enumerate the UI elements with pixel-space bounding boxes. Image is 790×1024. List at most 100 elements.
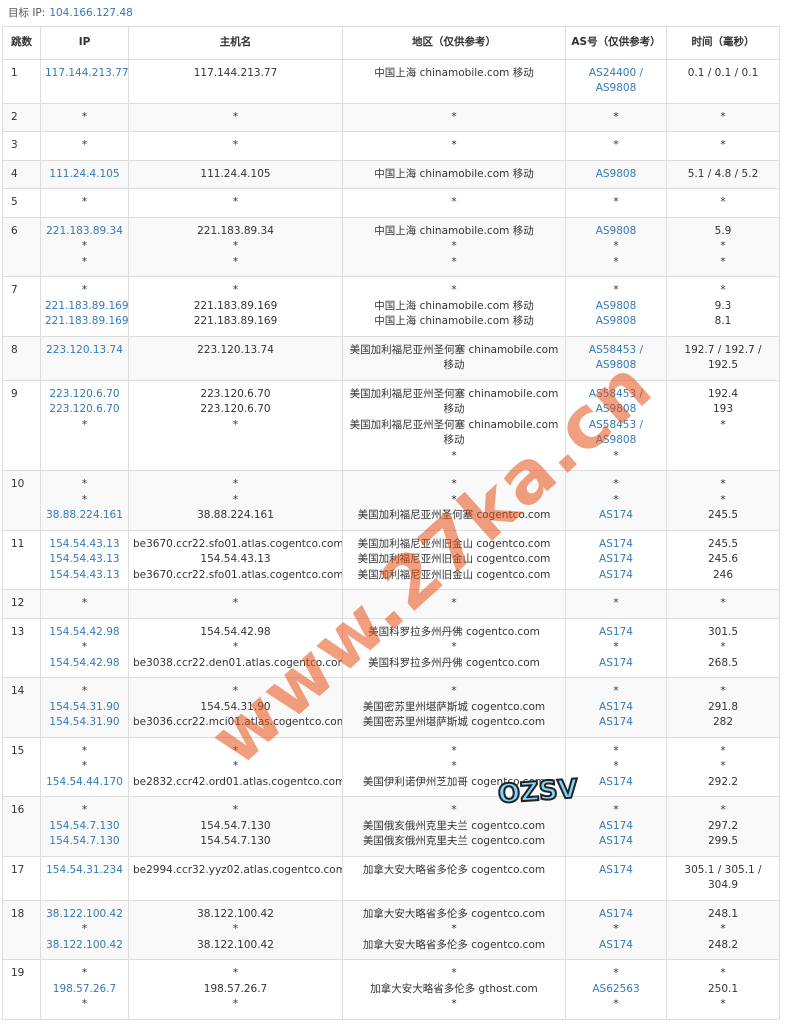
ip-line[interactable]: 38.122.100.42 [46, 938, 123, 951]
as-cell: AS58453 / AS9808 AS58453 / AS9808 * [565, 379, 667, 471]
as-cell: AS9808 [565, 159, 667, 189]
time-cell: * [666, 589, 780, 619]
host-line: be3670.ccr22.sfo01.atlas.cogentco.com [133, 568, 343, 581]
host-line: * [232, 923, 239, 935]
ip-line[interactable]: 38.88.224.161 [46, 509, 123, 521]
time-cell: 245.5 245.6 246 [666, 529, 780, 590]
as-line[interactable]: AS174 [599, 819, 633, 832]
ip-line[interactable]: 154.54.42.98 [49, 625, 120, 638]
as-line[interactable]: AS62563 [592, 982, 640, 995]
as-line[interactable]: AS174 [599, 537, 633, 550]
hop-row: 11 154.54.43.13 154.54.43.13 154.54.43.13 be… [2, 529, 780, 590]
ip-line[interactable]: 223.120.6.70 [49, 387, 120, 400]
region-line: 移动 [443, 359, 465, 371]
ip-line[interactable]: 154.54.7.130 [49, 819, 120, 832]
as-line[interactable]: AS9808 [595, 403, 637, 415]
host-line: be2994.ccr32.yyz02.atlas.cogentco.com [133, 863, 343, 876]
ip-line: * [81, 255, 88, 268]
as-line[interactable]: AS9808 [595, 315, 637, 327]
as-line: * [613, 923, 619, 935]
as-cell: * AS62563 * [565, 959, 667, 1020]
ip-line[interactable]: 111.24.4.105 [49, 167, 120, 180]
time-line: 248.2 [707, 938, 739, 951]
time-cell: * 9.3 8.1 [666, 276, 780, 337]
host-cell: 117.144.213.77 [128, 58, 343, 104]
target-label: 目标 IP: [8, 7, 46, 19]
region-line: * [451, 196, 457, 208]
as-line: * [613, 597, 619, 609]
ip-line[interactable]: 38.122.100.42 [46, 907, 123, 920]
time-line: * [720, 597, 726, 609]
ip-line[interactable]: 117.144.213.77 [45, 66, 129, 79]
ip-cell: * 198.57.26.7 * [40, 959, 129, 1020]
as-line[interactable]: AS174 [599, 907, 633, 920]
ip-line[interactable]: 223.120.13.74 [46, 343, 123, 356]
ip-line[interactable]: 221.183.89.169 [45, 299, 129, 312]
host-line: * [232, 139, 239, 151]
as-line[interactable]: AS9808 [595, 167, 637, 180]
ip-line[interactable]: 154.54.7.130 [49, 835, 120, 847]
as-line[interactable]: AS9808 [595, 224, 637, 237]
ip-cell: 223.120.6.70 223.120.6.70 * [40, 379, 129, 471]
time-line: 305.1 / 305.1 / [684, 863, 762, 876]
ip-line[interactable]: 221.183.89.169 [45, 315, 129, 327]
as-cell: AS9808 * * [565, 216, 667, 277]
region-line: * [451, 998, 457, 1010]
region-cell: * [342, 589, 566, 619]
ip-line[interactable]: 198.57.26.7 [52, 982, 117, 995]
as-line[interactable]: AS174 [599, 656, 633, 669]
as-line[interactable]: AS9808 [595, 299, 637, 312]
as-line[interactable]: AS174 [599, 700, 633, 713]
region-cell: * * 美国伊利诺伊州芝加哥 cogentco.com [342, 736, 566, 797]
as-line[interactable]: AS58453 / [588, 418, 644, 431]
ip-line[interactable]: 154.54.42.98 [49, 656, 120, 669]
ip-line[interactable]: 154.54.43.13 [49, 553, 120, 565]
as-line[interactable]: AS174 [599, 863, 633, 876]
as-line[interactable]: AS174 [599, 716, 633, 728]
region-line: 美国俄亥俄州克里夫兰 cogentco.com [362, 819, 546, 832]
ip-line[interactable]: 154.54.44.170 [46, 775, 123, 788]
as-line[interactable]: AS9808 [595, 434, 637, 446]
ip-line[interactable]: 221.183.89.34 [46, 224, 123, 237]
as-line[interactable]: AS9808 [595, 82, 637, 94]
ip-line[interactable]: 154.54.31.90 [49, 716, 120, 728]
as-cell: AS58453 / AS9808 [565, 335, 667, 381]
host-line: 111.24.4.105 [200, 167, 271, 180]
time-line: 301.5 [707, 625, 739, 638]
ip-line[interactable]: 154.54.31.234 [46, 863, 123, 876]
region-cell: * [342, 131, 566, 161]
time-line: 245.6 [707, 553, 739, 565]
as-line[interactable]: AS174 [599, 509, 633, 521]
as-line[interactable]: AS58453 / [588, 387, 644, 400]
host-line: * [232, 478, 239, 490]
time-cell: * * 292.2 [666, 736, 780, 797]
ip-line[interactable]: 154.54.43.13 [49, 568, 120, 581]
region-line: 中国上海 chinamobile.com 移动 [374, 224, 534, 237]
hop-number: 14 [2, 677, 41, 738]
hop-number: 4 [2, 159, 41, 189]
region-line: * [451, 139, 457, 151]
as-line[interactable]: AS24400 / [588, 66, 644, 79]
as-line[interactable]: AS58453 / [588, 343, 644, 356]
time-line: 0.1 / 0.1 / 0.1 [687, 66, 759, 79]
time-line: * [720, 255, 726, 268]
host-cell: 111.24.4.105 [128, 159, 343, 189]
region-line: 中国上海 chinamobile.com 移动 [374, 167, 534, 180]
as-line[interactable]: AS174 [599, 553, 633, 565]
ip-line[interactable]: 154.54.31.90 [49, 700, 120, 713]
ip-line: * [81, 685, 88, 697]
as-line[interactable]: AS174 [599, 938, 633, 951]
as-cell: AS174 * AS174 [565, 899, 667, 960]
ip-line[interactable]: 223.120.6.70 [49, 403, 120, 415]
as-line[interactable]: AS174 [599, 568, 633, 581]
as-line[interactable]: AS9808 [595, 359, 637, 371]
time-cell: 0.1 / 0.1 / 0.1 [666, 58, 780, 104]
as-line[interactable]: AS174 [599, 625, 633, 638]
as-line[interactable]: AS174 [599, 835, 633, 847]
ip-line: * [81, 284, 88, 296]
as-line[interactable]: AS174 [599, 775, 633, 788]
as-line: * [613, 685, 619, 697]
host-line: 154.54.7.130 [200, 819, 271, 832]
ip-line: * [81, 493, 88, 506]
ip-line[interactable]: 154.54.43.13 [49, 537, 120, 550]
